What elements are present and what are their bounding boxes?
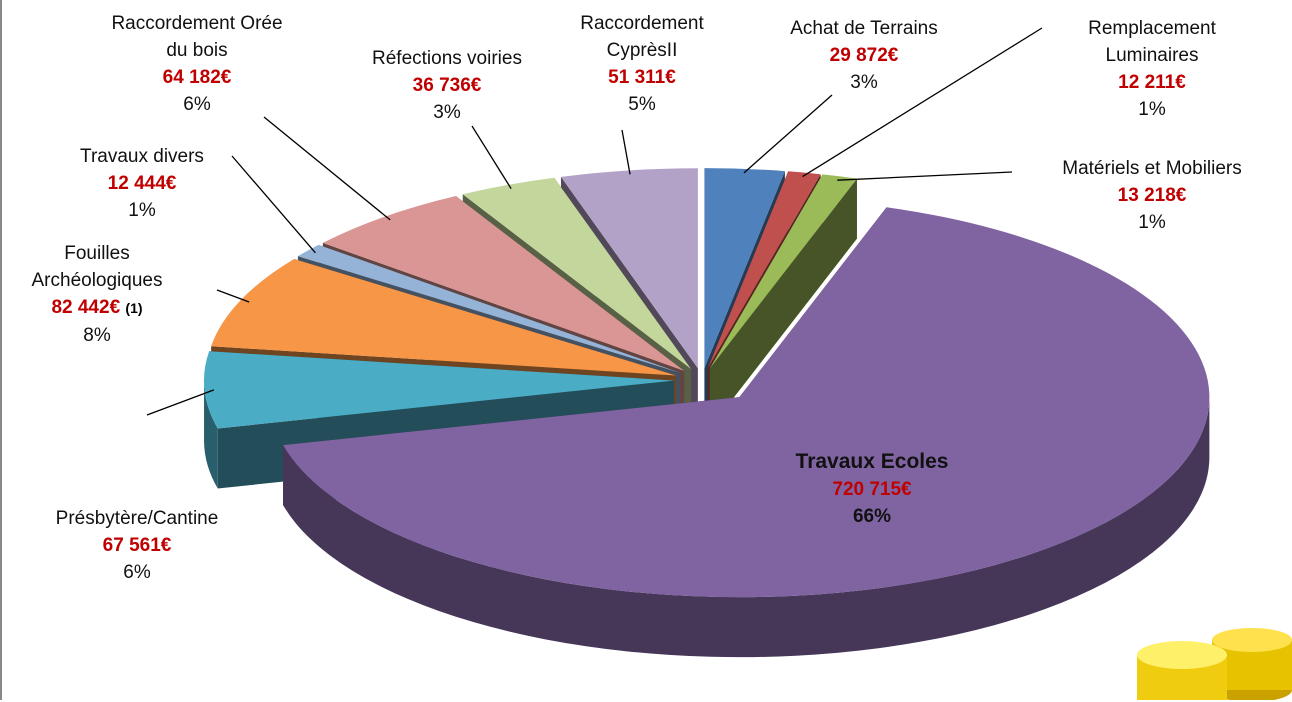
slice-label: Présbytère/Cantine 67 561€ 6% <box>7 505 267 586</box>
percent-label: 6% <box>183 94 210 115</box>
category-name: Fouilles Archéologiques <box>32 243 163 291</box>
annotation: (1) <box>125 300 142 316</box>
value-label: 12 211€ <box>1118 72 1186 93</box>
value-label: 13 218€ <box>1118 185 1187 206</box>
category-name: Achat de Terrains <box>790 18 938 39</box>
percent-label: 3% <box>433 102 460 123</box>
value-label: 36 736€ <box>413 75 482 96</box>
category-name: Réfections voiries <box>372 48 522 69</box>
category-name: Travaux divers <box>80 146 204 167</box>
value-label: 67 561€ <box>103 535 172 556</box>
slice-label: Raccordement CyprèsII 51 311€ 5% <box>512 10 772 118</box>
percent-label: 8% <box>83 325 110 346</box>
slice-label: Raccordement Orée du bois 64 182€ 6% <box>67 10 327 118</box>
category-name: Matériels et Mobiliers <box>1062 158 1242 179</box>
slice-label: Remplacement Luminaires 12 211€ 1% <box>1022 15 1282 123</box>
category-name: Raccordement CyprèsII <box>580 13 704 61</box>
percent-label: 6% <box>123 562 150 583</box>
leader-line <box>147 390 214 415</box>
slice-label: Achat de Terrains 29 872€ 3% <box>734 15 994 96</box>
leader-line <box>264 117 390 220</box>
coins <box>1137 628 1292 700</box>
slice-label: Matériels et Mobiliers 13 218€ 1% <box>1022 155 1282 236</box>
category-name: Raccordement Orée du bois <box>111 13 282 61</box>
chart: Achat de Terrains 29 872€ 3% Remplacement L… <box>0 0 1292 700</box>
percent-label: 5% <box>628 94 655 115</box>
value-label: 51 311€ <box>608 67 676 88</box>
percent-label: 1% <box>1138 99 1165 120</box>
percent-label: 66% <box>853 506 891 527</box>
value-label: 12 444€ <box>108 173 177 194</box>
leader-line <box>837 172 1012 180</box>
value-label: 64 182€ <box>163 67 232 88</box>
slice-label: Fouilles Archéologiques 82 442€ (1) 8% <box>0 240 227 349</box>
value-label: 720 715€ <box>832 479 911 500</box>
slice-label: Travaux Ecoles 720 715€ 66% <box>742 448 1002 530</box>
leader-line <box>472 126 511 189</box>
percent-label: 1% <box>1138 212 1165 233</box>
value-label: 82 442€ <box>51 297 120 318</box>
slice-label: Travaux divers 12 444€ 1% <box>12 143 272 224</box>
percent-label: 3% <box>850 72 877 93</box>
category-name: Travaux Ecoles <box>796 450 949 473</box>
leader-line <box>622 130 630 174</box>
value-label: 29 872€ <box>830 45 899 66</box>
category-name: Présbytère/Cantine <box>56 508 219 529</box>
category-name: Remplacement Luminaires <box>1088 18 1216 66</box>
percent-label: 1% <box>128 200 155 221</box>
